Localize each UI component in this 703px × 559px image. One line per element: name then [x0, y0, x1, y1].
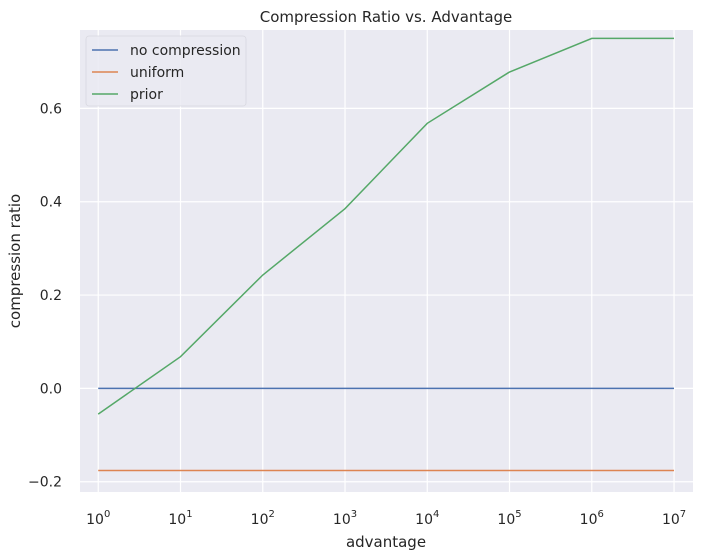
- y-tick-label: −0.2: [28, 475, 62, 491]
- y-tick-label: 0.0: [40, 381, 62, 397]
- x-tick-label: 107: [662, 509, 686, 528]
- y-tick-label: 0.2: [40, 288, 62, 304]
- x-tick-label: 103: [333, 509, 357, 528]
- x-tick-label: 104: [415, 509, 439, 528]
- x-tick-label: 105: [497, 509, 521, 528]
- legend-box: [85, 35, 247, 107]
- x-tick-label: 102: [251, 509, 275, 528]
- legend-label-0: no compression: [130, 43, 241, 59]
- y-axis-title: compression ratio: [6, 194, 24, 328]
- legend-label-1: uniform: [130, 65, 184, 81]
- series-lines: [97, 37, 674, 472]
- x-tick-labels: 100 101 102 103 104 105 106 107: [86, 509, 686, 528]
- legend-label-2: prior: [130, 87, 163, 103]
- chart-title: Compression Ratio vs. Advantage: [260, 8, 513, 26]
- legend: no compression uniform prior: [85, 35, 247, 107]
- x-tick-label: 101: [168, 509, 192, 528]
- y-tick-label: 0.4: [40, 195, 62, 211]
- y-tick-label: 0.6: [40, 101, 62, 117]
- x-tick-label: 100: [86, 509, 110, 528]
- plot-background: [80, 30, 693, 492]
- series-line-2: [97, 37, 674, 415]
- x-tick-label: 106: [580, 509, 604, 528]
- x-axis-title: advantage: [346, 533, 426, 551]
- y-tick-labels: −0.2 0.0 0.2 0.4 0.6: [28, 101, 62, 490]
